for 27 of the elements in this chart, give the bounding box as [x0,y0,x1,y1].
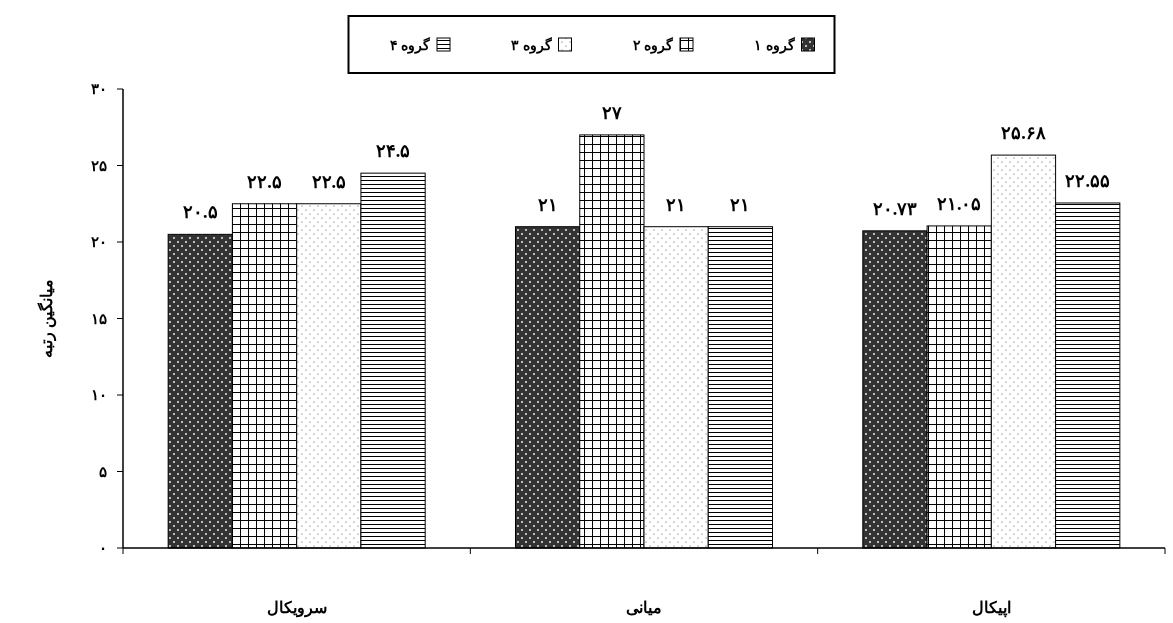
y-tick-label: ۲۰ [91,234,107,250]
legend-label: گروه ۴ [389,37,430,54]
y-tick-label: ۵ [99,463,107,480]
y-tick-label: ۲۵ [91,157,107,174]
data-label: ۲۲.۵ [247,171,282,192]
data-label: ۲۵.۶۸ [1001,123,1046,144]
legend-label: گروه ۱ [754,37,795,54]
data-label: ۲۱ [537,194,558,215]
data-label: ۲۰.۵ [183,202,218,223]
data-label: ۲۲.۵ [311,171,347,192]
y-tick-label: ۱۵ [91,310,107,327]
data-label: ۲۲.۵۵ [1065,170,1110,191]
data-label: ۲۱.۰۵ [936,193,982,214]
y-tick-label: ۳۰ [91,81,107,97]
x-tick-label: میانی [626,599,662,616]
legend-label: گروه ۳ [511,37,552,54]
y-tick-label: ۰ [99,540,107,556]
x-tick-label: سرویکال [266,599,327,618]
data-label: ۲۱ [730,194,751,215]
y-axis-title: میانگین رتبه [37,279,57,358]
x-tick-label: اپیکال [971,599,1011,618]
y-tick-label: ۱۰ [91,387,107,403]
data-label: ۲۱ [666,194,687,215]
legend-label: گروه ۲ [632,37,673,54]
data-label: ۲۰.۷۳ [872,198,918,219]
data-label: ۲۷ [601,102,622,123]
data-label: ۲۴.۵ [375,141,411,162]
